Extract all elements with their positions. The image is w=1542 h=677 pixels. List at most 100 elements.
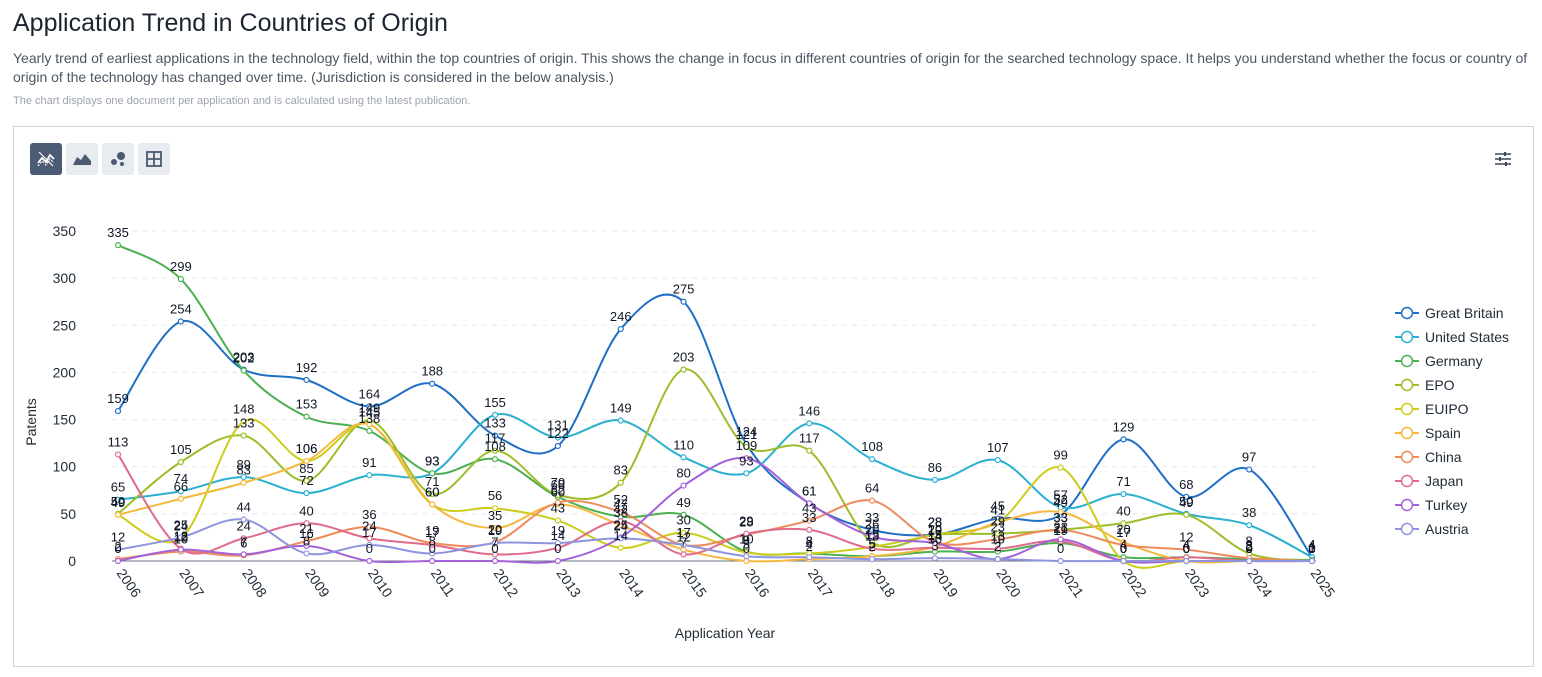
data-label: 38 bbox=[614, 505, 628, 520]
data-point bbox=[114, 451, 122, 458]
table-view-button[interactable] bbox=[138, 143, 170, 175]
data-label: 133 bbox=[484, 416, 506, 431]
legend-item[interactable]: Turkey bbox=[1395, 497, 1467, 513]
data-label: 133 bbox=[233, 416, 255, 431]
x-tick-label: 2008 bbox=[239, 566, 270, 601]
data-point bbox=[1308, 557, 1316, 565]
x-tick-label: 2016 bbox=[742, 566, 773, 601]
legend-marker bbox=[1400, 330, 1414, 344]
data-label: 0 bbox=[1308, 541, 1315, 556]
data-label: 17 bbox=[1116, 525, 1130, 540]
y-tick-label: 350 bbox=[53, 223, 77, 239]
data-label: 4 bbox=[1120, 537, 1127, 552]
data-point bbox=[114, 407, 122, 415]
data-label: 41 bbox=[991, 502, 1005, 517]
data-label: 60 bbox=[551, 484, 565, 499]
data-point bbox=[806, 447, 813, 454]
legend-item[interactable]: Austria bbox=[1395, 521, 1469, 537]
data-point bbox=[491, 411, 499, 418]
data-label: 52 bbox=[614, 492, 628, 507]
y-tick-label: 150 bbox=[53, 412, 77, 428]
bubble-chart-button[interactable] bbox=[102, 143, 134, 175]
x-tick-label: 2024 bbox=[1245, 566, 1276, 601]
data-point bbox=[491, 539, 499, 547]
data-label: 2 bbox=[114, 539, 121, 554]
data-label: 24 bbox=[614, 518, 628, 533]
data-point bbox=[491, 505, 499, 512]
data-point bbox=[366, 541, 373, 549]
legend-item[interactable]: Germany bbox=[1395, 353, 1483, 369]
legend-item[interactable]: United States bbox=[1395, 329, 1509, 345]
legend-label: China bbox=[1425, 449, 1462, 465]
legend: Great Britain United States Germany EPO EUIP… bbox=[1395, 305, 1509, 537]
chart-options-button[interactable] bbox=[1491, 147, 1515, 171]
data-label: 4 bbox=[806, 537, 813, 552]
data-label: 10 bbox=[174, 532, 188, 547]
legend-label: Spain bbox=[1425, 425, 1461, 441]
data-point bbox=[617, 508, 624, 516]
data-point bbox=[429, 490, 436, 498]
data-label: 0 bbox=[743, 541, 750, 556]
area-chart-button[interactable] bbox=[66, 143, 98, 175]
legend-label: EUIPO bbox=[1425, 401, 1469, 417]
legend-item[interactable]: Japan bbox=[1395, 473, 1463, 489]
x-tick-label: 2011 bbox=[428, 566, 458, 600]
data-point bbox=[429, 380, 436, 387]
data-label: 19 bbox=[1053, 523, 1067, 538]
data-point bbox=[114, 242, 122, 249]
x-tick-label: 2015 bbox=[679, 566, 710, 601]
data-label: 23 bbox=[991, 519, 1005, 534]
data-label: 12 bbox=[1179, 530, 1193, 545]
data-label: 10 bbox=[991, 532, 1005, 547]
data-label: 110 bbox=[673, 437, 694, 452]
data-label: 153 bbox=[296, 397, 318, 412]
data-label: 0 bbox=[1246, 541, 1253, 556]
data-label: 4 bbox=[1308, 537, 1315, 552]
line-chart-button[interactable] bbox=[30, 143, 62, 175]
data-label: 65 bbox=[111, 480, 125, 495]
data-label: 1 bbox=[1308, 540, 1315, 555]
x-tick-label: 2025 bbox=[1308, 566, 1339, 601]
legend-marker bbox=[1400, 450, 1414, 464]
data-label: 8 bbox=[806, 533, 813, 548]
series-line bbox=[117, 456, 1312, 564]
data-point bbox=[491, 557, 499, 565]
x-tick-label: 2010 bbox=[365, 566, 396, 601]
data-label: 0 bbox=[429, 541, 436, 556]
data-label: 0 bbox=[1120, 541, 1127, 556]
data-label: 13 bbox=[865, 529, 879, 544]
data-label: 0 bbox=[114, 541, 121, 556]
data-label: 42 bbox=[614, 501, 628, 516]
data-label: 20 bbox=[865, 522, 879, 537]
data-label: 105 bbox=[170, 442, 192, 457]
y-tick-label: 50 bbox=[60, 506, 76, 522]
data-point bbox=[177, 458, 184, 466]
data-label: 8 bbox=[1246, 533, 1253, 548]
legend-marker bbox=[1400, 402, 1414, 416]
legend-item[interactable]: China bbox=[1395, 449, 1462, 465]
data-label: 8 bbox=[303, 533, 310, 548]
data-label: 62 bbox=[551, 483, 565, 498]
grid bbox=[112, 230, 1316, 515]
legend-item[interactable]: Spain bbox=[1395, 425, 1461, 441]
legend-item[interactable]: EPO bbox=[1395, 377, 1455, 393]
data-label: 17 bbox=[676, 525, 690, 540]
data-point bbox=[366, 523, 373, 531]
data-point bbox=[869, 456, 876, 463]
data-point bbox=[1246, 466, 1253, 473]
data-label: 68 bbox=[1179, 477, 1193, 492]
data-label: 109 bbox=[736, 438, 758, 453]
data-label: 49 bbox=[676, 495, 690, 510]
data-label: 131 bbox=[547, 417, 569, 432]
legend-item[interactable]: Great Britain bbox=[1395, 305, 1504, 321]
data-label: 0 bbox=[1246, 541, 1253, 556]
data-label: 15 bbox=[928, 527, 942, 542]
data-point bbox=[1246, 557, 1253, 565]
data-point bbox=[617, 417, 624, 424]
data-point bbox=[1057, 508, 1064, 516]
data-label: 275 bbox=[673, 282, 695, 297]
data-label: 0 bbox=[554, 541, 561, 556]
data-label: 66 bbox=[174, 479, 188, 494]
legend-item[interactable]: EUIPO bbox=[1395, 401, 1469, 417]
data-label: 43 bbox=[551, 500, 565, 515]
